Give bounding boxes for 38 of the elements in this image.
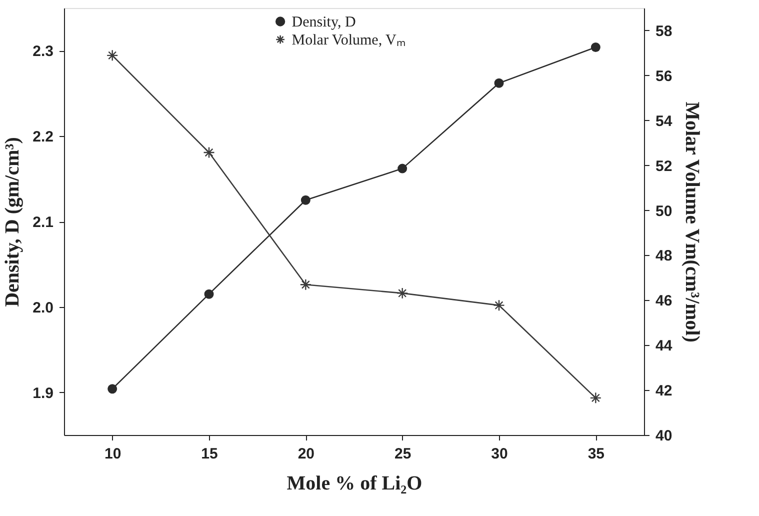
y2-tick-label: 50 [656, 202, 672, 220]
x-tick-label: 20 [298, 446, 315, 462]
y2-tick-label: 56 [656, 68, 672, 85]
x-tick-label: 15 [201, 446, 218, 462]
y-tick-label: 2.0 [32, 299, 54, 316]
x-tick-label: 25 [394, 446, 412, 462]
legend-label: Molar Volume, Vₘ [292, 32, 406, 48]
y2-tick-label: 48 [656, 248, 672, 265]
x-tick-label: 35 [588, 446, 605, 462]
point [106, 50, 118, 62]
x-tick-label: 10 [104, 446, 122, 462]
x-axis-title: Mole % of Li₂O [286, 472, 422, 494]
y-tick-label: 1.9 [32, 384, 54, 402]
y2-tick-label: 42 [656, 382, 672, 400]
x-tick-label: 30 [491, 446, 508, 462]
y2-tick-label: 58 [656, 22, 672, 40]
point [396, 287, 408, 300]
y2-axis-title: Molar Volume Vm(cm³/mol) [681, 102, 704, 342]
point [300, 195, 310, 205]
point [493, 299, 505, 312]
point [398, 164, 408, 174]
y2-tick-label: 52 [656, 158, 672, 175]
point [494, 78, 504, 88]
point [590, 42, 600, 52]
y-axis-title: Density, D (gm/cm³) [2, 137, 24, 307]
y2-tick-label: 46 [656, 292, 672, 310]
y-tick-label: 2.2 [32, 128, 54, 146]
y2-tick-label: 54 [656, 112, 673, 130]
legend-label: Density, D [292, 14, 356, 30]
point [300, 278, 312, 290]
point [108, 384, 118, 394]
y2-tick-label: 40 [656, 428, 672, 444]
y2-tick-label: 44 [656, 338, 673, 355]
y-tick-label: 2.3 [32, 43, 54, 60]
point [203, 146, 215, 158]
y-tick-label: 2.1 [32, 214, 54, 231]
point [204, 289, 214, 299]
point [590, 392, 602, 404]
